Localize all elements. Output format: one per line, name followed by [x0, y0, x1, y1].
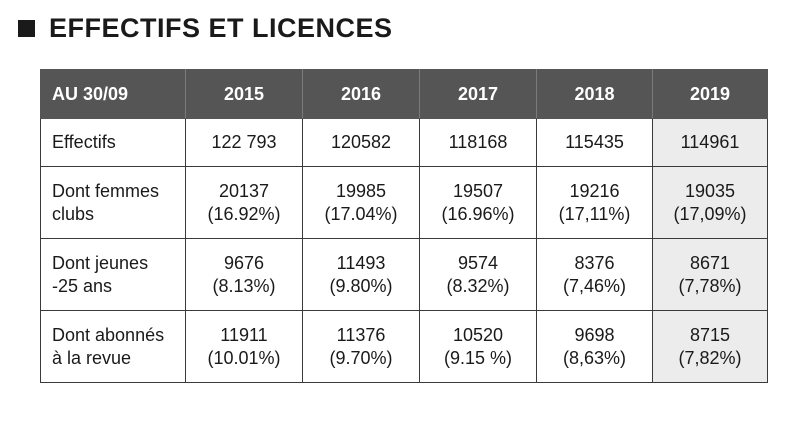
- row-label-line: clubs: [52, 203, 95, 224]
- row-label-line: Dont abonnés: [52, 324, 165, 345]
- table-cell: 9676 (8.13%): [185, 238, 303, 311]
- cell-count: 8671: [689, 252, 731, 273]
- table-cell-highlight: 8715 (7,82%): [652, 310, 768, 383]
- row-label: Effectifs: [40, 118, 186, 167]
- cell-percent: (8,63%): [562, 347, 627, 368]
- cell-count: 122 793: [211, 132, 277, 152]
- table-cell: 118168: [419, 118, 537, 167]
- header-year-2019: 2019: [652, 69, 768, 119]
- cell-count: 19035: [684, 180, 736, 201]
- cell-count: 19507: [452, 180, 504, 201]
- table-cell-highlight: 19035 (17,09%): [652, 166, 768, 239]
- cell-percent: (17,09%): [673, 203, 747, 224]
- table-cell: 19216 (17,11%): [536, 166, 653, 239]
- table-cell: 11911 (10.01%): [185, 310, 303, 383]
- cell-percent: (8.32%): [446, 275, 510, 296]
- cell-percent: (9.15 %): [443, 347, 513, 368]
- cell-count: 20137: [218, 180, 270, 201]
- table-cell: 8376 (7,46%): [536, 238, 653, 311]
- cell-count: 11376: [336, 324, 386, 345]
- page-title-text: EFFECTIFS ET LICENCES: [49, 12, 393, 43]
- cell-percent: (8.13%): [212, 275, 276, 296]
- row-label: Dont femmes clubs: [40, 166, 186, 239]
- cell-count: 118168: [448, 132, 508, 152]
- cell-count: 11911: [220, 324, 268, 345]
- cell-count: 9698: [574, 324, 615, 345]
- table-cell: 122 793: [185, 118, 303, 167]
- row-label-line: Dont jeunes: [52, 252, 149, 273]
- cell-count: 120582: [330, 132, 392, 152]
- row-label: Dont abonnés à la revue: [40, 310, 186, 383]
- cell-count: 8376: [574, 252, 615, 273]
- header-year-2016: 2016: [302, 69, 420, 119]
- cell-count: 10520: [452, 324, 504, 345]
- table-cell-highlight: 114961: [652, 118, 768, 167]
- header-year-2015: 2015: [185, 69, 303, 119]
- row-label-line: à la revue: [52, 347, 132, 368]
- table-cell: 115435: [536, 118, 653, 167]
- cell-percent: (9.70%): [329, 347, 393, 368]
- row-label-line: -25 ans: [52, 275, 113, 296]
- table-row-femmes: Dont femmes clubs 20137 (16.92%) 19985 (…: [40, 166, 768, 239]
- cell-percent: (9.80%): [329, 275, 393, 296]
- table-cell: 11376 (9.70%): [302, 310, 420, 383]
- table-cell: 19985 (17.04%): [302, 166, 420, 239]
- header-year-2018: 2018: [536, 69, 653, 119]
- cell-count: 9676: [223, 252, 265, 273]
- table-cell: 10520 (9.15 %): [419, 310, 537, 383]
- header-date: AU 30/09: [40, 69, 186, 119]
- cell-count: 114961: [680, 132, 740, 152]
- cell-count: 11493: [336, 252, 386, 273]
- table-header-row: AU 30/09 2015 2016 2017 2018 2019: [40, 69, 768, 119]
- table-row-effectifs: Effectifs 122 793 120582 118168 115435 1…: [40, 118, 768, 167]
- table-row-jeunes: Dont jeunes -25 ans 9676 (8.13%) 11493 (…: [40, 238, 768, 311]
- table-cell: 9574 (8.32%): [419, 238, 537, 311]
- table-cell: 20137 (16.92%): [185, 166, 303, 239]
- table-cell: 11493 (9.80%): [302, 238, 420, 311]
- cell-percent: (16.96%): [441, 203, 515, 224]
- cell-count: 19216: [569, 180, 620, 201]
- table-cell: 19507 (16.96%): [419, 166, 537, 239]
- row-label-line: Effectifs: [52, 132, 116, 152]
- square-bullet-icon: [18, 19, 35, 37]
- page-title: EFFECTIFS ET LICENCES: [18, 10, 393, 46]
- table-row-abonnes: Dont abonnés à la revue 11911 (10.01%) 1…: [40, 310, 768, 383]
- header-year-2017: 2017: [419, 69, 537, 119]
- cell-percent: (17.04%): [324, 203, 398, 224]
- cell-percent: (7,46%): [562, 275, 627, 296]
- cell-percent: (7,78%): [678, 275, 742, 296]
- table-cell: 9698 (8,63%): [536, 310, 653, 383]
- cell-percent: (17,11%): [558, 203, 631, 224]
- cell-count: 19985: [335, 180, 387, 201]
- cell-percent: (7,82%): [678, 347, 742, 368]
- table-cell-highlight: 8671 (7,78%): [652, 238, 768, 311]
- row-label-line: Dont femmes: [52, 180, 160, 201]
- table-cell: 120582: [302, 118, 420, 167]
- cell-percent: (16.92%): [207, 203, 281, 224]
- row-label: Dont jeunes -25 ans: [40, 238, 186, 311]
- cell-count: 8715: [689, 324, 731, 345]
- effectifs-table: AU 30/09 2015 2016 2017 2018 2019 Effect…: [40, 69, 768, 383]
- cell-percent: (10.01%): [207, 347, 281, 368]
- cell-count: 9574: [457, 252, 499, 273]
- cell-count: 115435: [565, 132, 624, 152]
